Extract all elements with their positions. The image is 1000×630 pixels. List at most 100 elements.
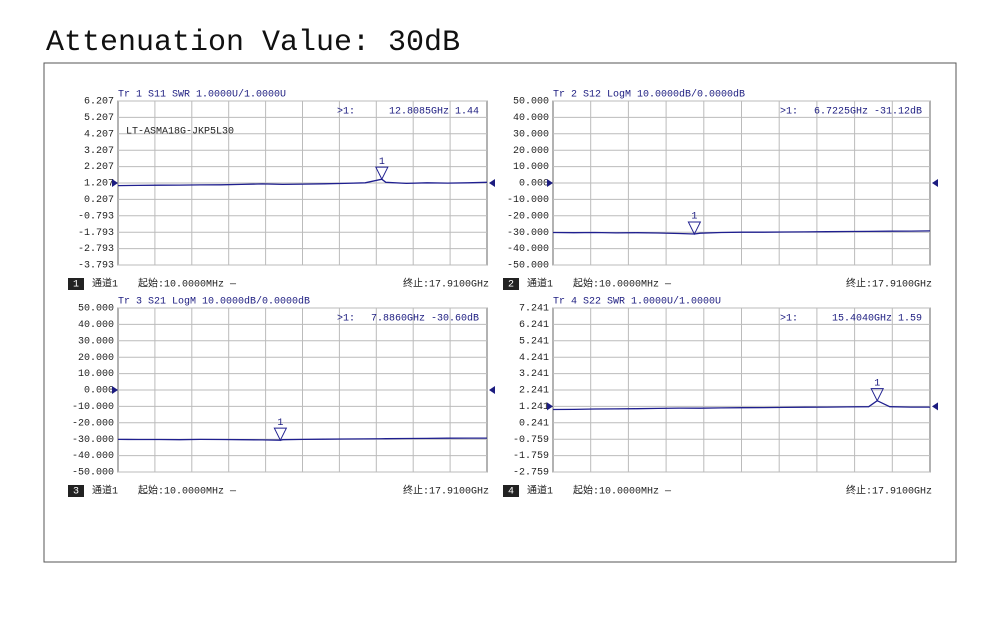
marker-number: 1 [379, 157, 385, 168]
start-frequency: 起始:10.0000MHz — [573, 484, 672, 498]
start-frequency: 起始:10.0000MHz — [573, 277, 672, 291]
y-tick-label: 40.000 [78, 320, 114, 331]
marker-number: 1 [691, 212, 697, 223]
reference-arrow [932, 402, 938, 411]
stop-frequency: 终止:17.9100GHz [403, 484, 489, 498]
y-tick-label: -1.793 [78, 228, 114, 239]
y-tick-label: 10.000 [78, 369, 114, 380]
stop-frequency: 终止:17.9100GHz [846, 277, 932, 291]
reference-arrow [547, 179, 553, 187]
readout-prefix: >1: [337, 314, 355, 325]
stop-frequency: 终止:17.9100GHz [403, 277, 489, 291]
y-tick-label: 40.000 [513, 113, 549, 124]
y-tick-label: -10.000 [72, 402, 114, 413]
y-tick-label: 50.000 [513, 97, 549, 108]
reference-arrow [112, 386, 118, 394]
y-tick-label: 5.241 [519, 336, 549, 347]
channel-index: 2 [508, 280, 514, 291]
channel: 通道1 [527, 277, 553, 291]
y-tick-label: -30.000 [507, 228, 549, 239]
trace-line [117, 178, 488, 187]
marker [687, 221, 702, 236]
trace-title: Tr 4 S22 SWR 1.0000U/1.0000U [553, 296, 721, 308]
page-title: Attenuation Value: 30dB [46, 26, 460, 60]
y-tick-label: -2.793 [78, 244, 114, 255]
y-tick-label: -1.759 [513, 451, 549, 462]
marker-readout: 15.4040GHz 1.59 [832, 314, 922, 325]
trace-line [552, 399, 930, 411]
y-tick-label: 5.207 [84, 113, 114, 124]
y-tick-label: 3.241 [519, 369, 549, 380]
y-tick-label: 30.000 [78, 336, 114, 347]
y-tick-label: -50.000 [507, 261, 549, 272]
y-tick-label: 10.000 [513, 162, 549, 173]
y-tick-label: 0.000 [519, 179, 549, 190]
y-tick-label: -40.000 [72, 451, 114, 462]
readout-prefix: >1: [780, 107, 798, 118]
reference-arrow [112, 179, 118, 187]
y-tick-label: 6.241 [519, 320, 549, 331]
y-tick-label: 7.241 [519, 304, 549, 315]
channel-index-box [503, 485, 519, 497]
frame [43, 62, 957, 563]
marker [273, 427, 288, 442]
annotation: LT-ASMA18G-JKP5L30 [126, 127, 234, 138]
y-tick-label: 30.000 [513, 129, 549, 140]
y-tick-label: -20.000 [72, 418, 114, 429]
marker-number: 1 [277, 418, 283, 429]
readout-prefix: >1: [780, 314, 798, 325]
reference-arrow [489, 179, 495, 187]
readout-prefix: >1: [337, 107, 355, 118]
marker-readout: 7.8860GHz -30.60dB [371, 313, 479, 325]
y-tick-label: -0.759 [513, 435, 549, 446]
y-tick-label: 50.000 [78, 304, 114, 315]
channel-index-box [68, 278, 84, 290]
y-tick-label: 0.000 [84, 386, 114, 397]
channel-index: 4 [508, 487, 514, 498]
channel-index-box [503, 278, 519, 290]
y-tick-label: 4.241 [519, 353, 549, 364]
start-frequency: 起始:10.0000MHz — [138, 277, 237, 291]
marker [870, 388, 885, 402]
y-tick-label: -50.000 [72, 468, 114, 479]
marker-number: 1 [874, 378, 880, 389]
marker [375, 166, 389, 181]
reference-arrow [547, 402, 553, 411]
y-tick-label: 20.000 [78, 353, 114, 364]
y-tick-label: 0.207 [84, 195, 114, 206]
start-frequency: 起始:10.0000MHz — [138, 484, 237, 498]
y-tick-label: 1.241 [519, 402, 549, 413]
reference-arrow [932, 179, 938, 187]
y-tick-label: -3.793 [78, 261, 114, 272]
channel: 通道1 [527, 484, 553, 498]
y-tick-label: 2.241 [519, 386, 549, 397]
y-tick-label: 20.000 [513, 146, 549, 157]
stop-frequency: 终止:17.9100GHz [846, 484, 932, 498]
marker-readout: 6.7225GHz -31.12dB [814, 106, 922, 118]
reference-arrow [489, 386, 495, 394]
trace-title: Tr 3 S21 LogM 10.0000dB/0.0000dB [118, 296, 310, 308]
channel-index: 3 [73, 487, 79, 498]
trace-line [117, 437, 487, 441]
y-tick-label: -40.000 [507, 244, 549, 255]
channel-index: 1 [73, 280, 79, 291]
channel-index-box [68, 485, 84, 497]
y-tick-label: 6.207 [84, 97, 114, 108]
y-tick-label: 3.207 [84, 146, 114, 157]
y-tick-label: -0.793 [78, 211, 114, 222]
y-tick-label: 1.207 [84, 179, 114, 190]
y-tick-label: -20.000 [507, 211, 549, 222]
y-tick-label: 0.241 [519, 418, 549, 429]
trace-title: Tr 1 S11 SWR 1.0000U/1.0000U [118, 89, 286, 101]
y-tick-label: -2.759 [513, 468, 549, 479]
y-tick-label: 4.207 [84, 129, 114, 140]
channel: 通道1 [92, 484, 118, 498]
y-tick-label: -10.000 [507, 195, 549, 206]
y-tick-label: -30.000 [72, 435, 114, 446]
trace-title: Tr 2 S12 LogM 10.0000dB/0.0000dB [553, 89, 745, 101]
y-tick-label: 2.207 [84, 162, 114, 173]
marker-readout: 12.8085GHz 1.44 [389, 107, 479, 118]
trace-line [552, 230, 931, 235]
channel: 通道1 [92, 277, 118, 291]
